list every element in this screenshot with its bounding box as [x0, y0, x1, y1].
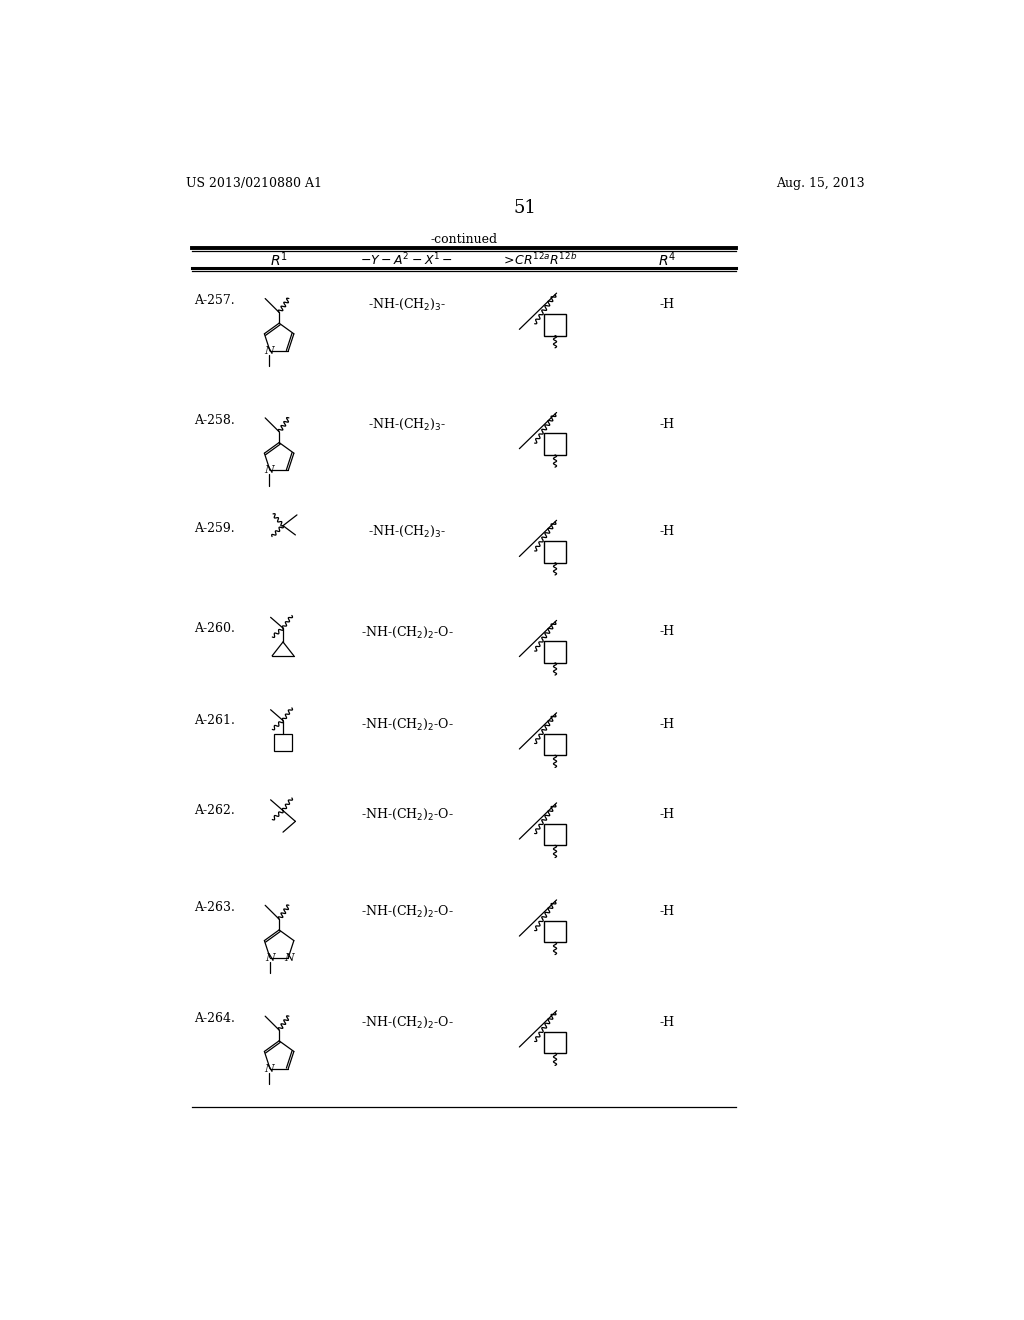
Text: -H: -H — [659, 808, 674, 821]
Text: -H: -H — [659, 417, 674, 430]
Text: 51: 51 — [513, 199, 537, 218]
Text: -NH-(CH$_2$)$_2$-O-: -NH-(CH$_2$)$_2$-O- — [360, 904, 454, 919]
Text: $>\!CR^{12a}R^{12b}$: $>\!CR^{12a}R^{12b}$ — [501, 252, 577, 268]
Text: A-263.: A-263. — [194, 902, 234, 915]
Text: -H: -H — [659, 525, 674, 539]
Text: -NH-(CH$_2$)$_3$-: -NH-(CH$_2$)$_3$- — [368, 524, 446, 540]
Bar — [544, 433, 566, 455]
Text: A-258.: A-258. — [194, 413, 234, 426]
Text: -NH-(CH$_2$)$_2$-O-: -NH-(CH$_2$)$_2$-O- — [360, 1015, 454, 1030]
Text: Aug. 15, 2013: Aug. 15, 2013 — [775, 177, 864, 190]
Bar — [544, 824, 566, 845]
Bar — [544, 642, 566, 663]
Text: -H: -H — [659, 718, 674, 731]
Text: $-\mathit{Y}-\mathit{A}^{2}-\mathit{X}^{1}-$: $-\mathit{Y}-\mathit{A}^{2}-\mathit{X}^{… — [360, 252, 454, 268]
Text: N: N — [264, 466, 274, 475]
Bar — [544, 734, 566, 755]
Text: -H: -H — [659, 626, 674, 639]
Bar — [544, 314, 566, 335]
Text: N: N — [284, 953, 294, 962]
Text: A-262.: A-262. — [194, 804, 234, 817]
Text: -NH-(CH$_2$)$_3$-: -NH-(CH$_2$)$_3$- — [368, 297, 446, 313]
Text: $R^{4}$: $R^{4}$ — [657, 251, 676, 269]
Text: A-264.: A-264. — [194, 1012, 234, 1026]
Bar — [544, 541, 566, 562]
Bar — [544, 1032, 566, 1053]
Text: -H: -H — [659, 298, 674, 312]
Text: -NH-(CH$_2$)$_2$-O-: -NH-(CH$_2$)$_2$-O- — [360, 717, 454, 733]
Text: -continued: -continued — [430, 232, 498, 246]
Text: N: N — [264, 1064, 274, 1073]
Text: -NH-(CH$_2$)$_2$-O-: -NH-(CH$_2$)$_2$-O- — [360, 807, 454, 822]
Text: A-259.: A-259. — [194, 521, 234, 535]
Text: -H: -H — [659, 1016, 674, 1028]
Text: N: N — [265, 953, 274, 962]
Text: A-260.: A-260. — [194, 622, 234, 635]
Text: $R^{1}$: $R^{1}$ — [270, 251, 288, 269]
Text: A-261.: A-261. — [194, 714, 234, 727]
Text: N: N — [264, 346, 274, 356]
Text: A-257.: A-257. — [194, 294, 234, 308]
Bar — [274, 734, 292, 751]
Text: -H: -H — [659, 906, 674, 917]
Bar — [544, 921, 566, 942]
Text: -NH-(CH$_2$)$_3$-: -NH-(CH$_2$)$_3$- — [368, 416, 446, 432]
Text: -NH-(CH$_2$)$_2$-O-: -NH-(CH$_2$)$_2$-O- — [360, 624, 454, 640]
Text: US 2013/0210880 A1: US 2013/0210880 A1 — [186, 177, 323, 190]
